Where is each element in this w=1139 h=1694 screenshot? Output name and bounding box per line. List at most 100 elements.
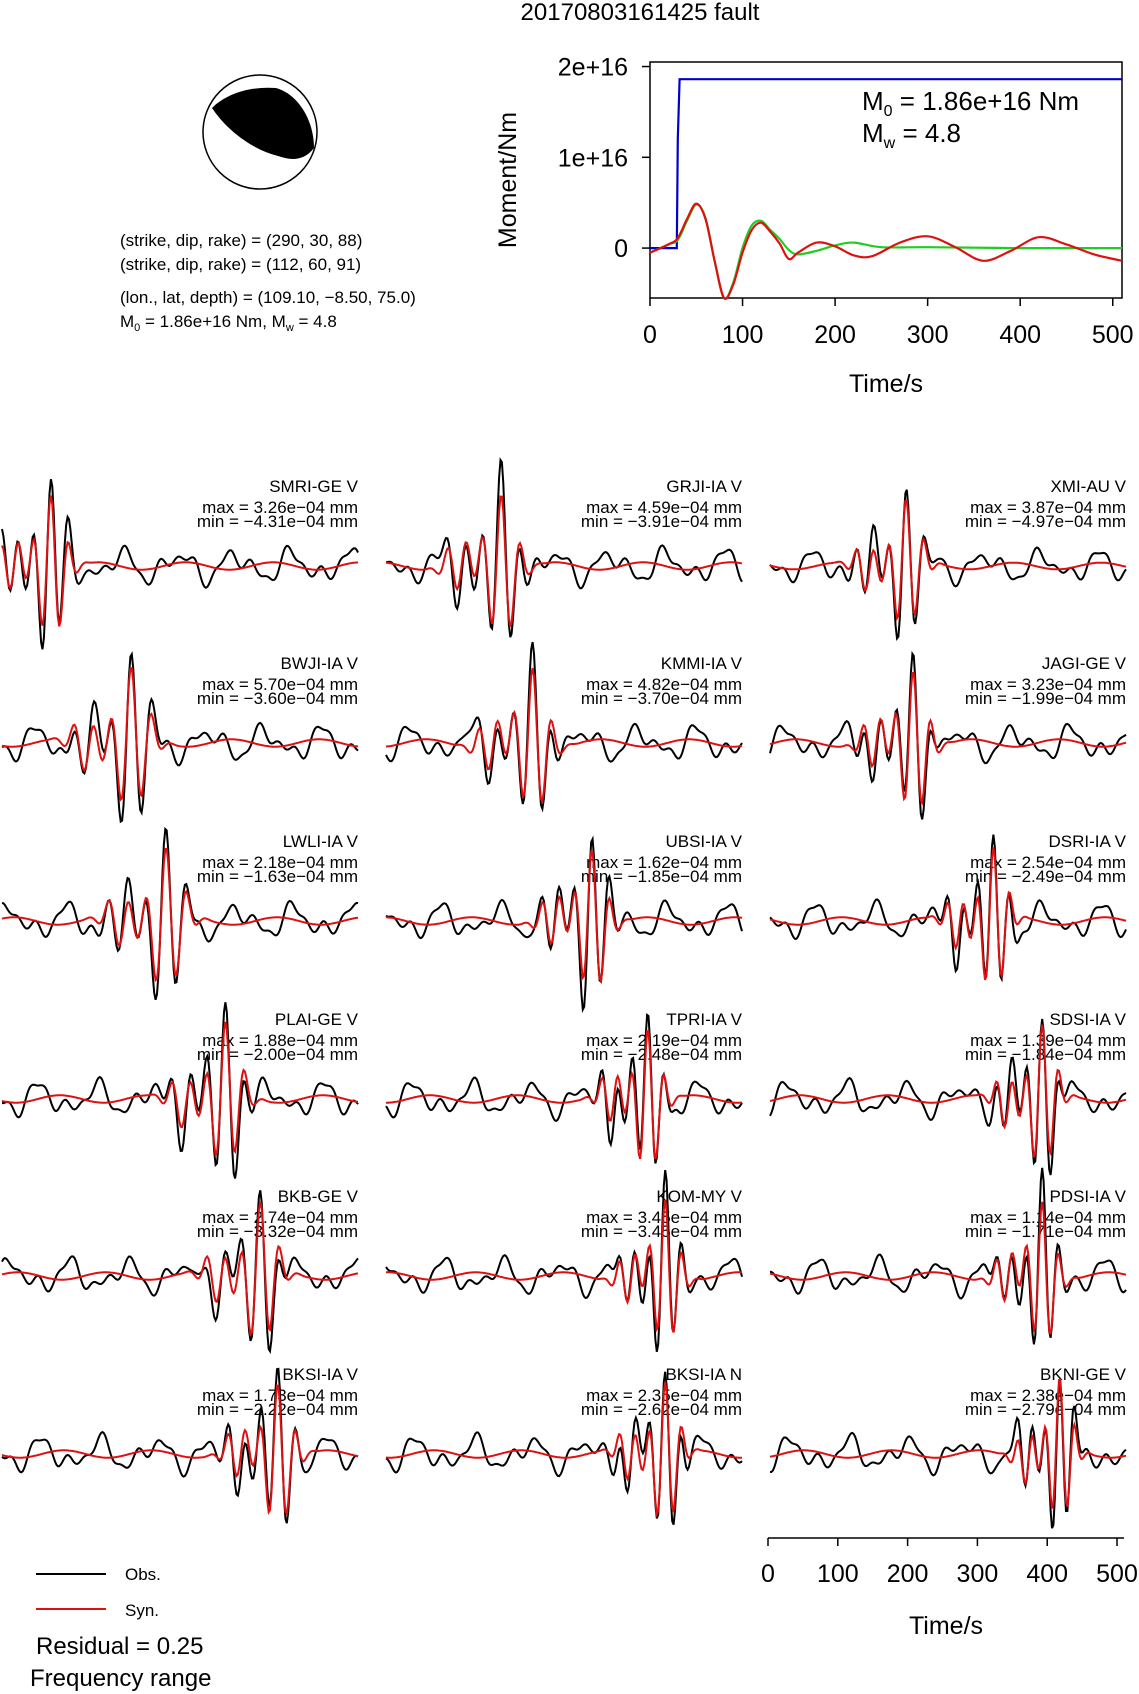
focal-mw-sub: w bbox=[285, 322, 294, 334]
station-label: BKB-GE V bbox=[278, 1187, 359, 1206]
synthetic-trace bbox=[769, 671, 1127, 806]
station-max-label: max = 3.23e−04 mm bbox=[970, 675, 1126, 694]
station-max-label: max = 2.54e−04 mm bbox=[970, 853, 1126, 872]
observed-trace bbox=[1, 650, 359, 824]
observed-trace bbox=[385, 1169, 743, 1352]
station-min-label: min = −3.60e−04 mm bbox=[197, 689, 358, 708]
station-label: GRJI-IA V bbox=[666, 477, 742, 496]
station-min-label: min = −1.85e−04 mm bbox=[581, 867, 742, 886]
moment-m0-annotation: M0 = 1.86e+16 Nm bbox=[862, 86, 1079, 120]
station-label: SMRI-GE V bbox=[269, 477, 358, 496]
synthetic-trace bbox=[1, 666, 359, 802]
moment-x-axis: 0 100 200 300 400 500 bbox=[643, 298, 1134, 349]
station-max-label: max = 2.18e−04 mm bbox=[202, 853, 358, 872]
legend-obs-label: Obs. bbox=[125, 1565, 161, 1584]
synthetic-trace bbox=[385, 495, 743, 627]
synthetic-trace bbox=[769, 847, 1127, 981]
moment-plot-frame bbox=[649, 61, 1123, 299]
station-min-label: min = −2.00e−04 mm bbox=[197, 1045, 358, 1064]
observed-trace bbox=[385, 1371, 743, 1525]
focal-m0-rest: = 1.86e+16 Nm, M bbox=[140, 312, 286, 331]
station-min-label: min = −2.49e−04 mm bbox=[965, 867, 1126, 886]
moment-m0-prefix: M bbox=[862, 86, 884, 116]
synthetic-trace bbox=[1, 847, 359, 983]
station-max-label: max = 1.39e−04 mm bbox=[970, 1031, 1126, 1050]
station-label: PLAI-GE V bbox=[275, 1010, 359, 1029]
observed-trace bbox=[385, 641, 743, 813]
station-min-label: min = −1.63e−04 mm bbox=[197, 867, 358, 886]
station-label: BWJI-IA V bbox=[281, 654, 359, 673]
station-max-label: max = 4.59e−04 mm bbox=[586, 498, 742, 517]
moment-x-tick-label: 0 bbox=[643, 321, 657, 349]
focal-m0-prefix: M bbox=[120, 312, 134, 331]
focal-line-2: (strike, dip, rake) = (112, 60, 91) bbox=[120, 255, 361, 274]
moment-y-tick-label: 2e+16 bbox=[558, 54, 628, 82]
moment-m0-value: = 1.86e+16 Nm bbox=[893, 86, 1079, 116]
moment-mw-annotation: Mw = 4.8 bbox=[862, 118, 961, 152]
moment-y-label: Moment/Nm bbox=[494, 112, 522, 248]
station-min-label: min = −2.79e−04 mm bbox=[965, 1400, 1126, 1419]
legend-syn-label: Syn. bbox=[125, 1601, 159, 1620]
focal-moment-line: M0 = 1.86e+16 Nm, Mw = 4.8 bbox=[120, 312, 337, 334]
synthetic-trace bbox=[386, 1199, 743, 1333]
synthetic-trace bbox=[1, 1201, 359, 1337]
legend-residual: Residual = 0.25 bbox=[36, 1633, 203, 1660]
station-max-label: max = 2.19e−04 mm bbox=[586, 1031, 742, 1050]
station-max-label: max = 2.74e−04 mm bbox=[202, 1208, 358, 1227]
station-max-label: max = 1.88e−04 mm bbox=[202, 1031, 358, 1050]
moment-series-moment_rate_red bbox=[649, 202, 1123, 300]
observed-trace bbox=[769, 489, 1127, 641]
moment-mw-prefix: M bbox=[862, 118, 884, 148]
figure-title: 20170803161425 fault bbox=[521, 0, 760, 26]
station-label: DSRI-IA V bbox=[1049, 832, 1127, 851]
observed-trace bbox=[385, 1012, 743, 1164]
observed-trace bbox=[769, 834, 1127, 983]
moment-x-label: Time/s bbox=[849, 370, 923, 398]
station-label: UBSI-IA V bbox=[665, 832, 742, 851]
station-label: BKSI-IA V bbox=[282, 1365, 358, 1384]
moment-mw-value: = 4.8 bbox=[895, 118, 961, 148]
legend: Obs. Syn. Residual = 0.25 Frequency rang… bbox=[30, 1565, 211, 1692]
station-min-label: min = −1.99e−04 mm bbox=[965, 689, 1126, 708]
waveform-x-tick-label: 200 bbox=[887, 1560, 929, 1588]
observed-trace bbox=[769, 1382, 1127, 1529]
synthetic-trace bbox=[769, 499, 1127, 622]
moment-x-tick-label: 200 bbox=[814, 321, 856, 349]
focal-line-1: (strike, dip, rake) = (290, 30, 88) bbox=[120, 231, 362, 250]
station-min-label: min = −4.31e−04 mm bbox=[197, 512, 358, 531]
waveform-x-tick-label: 500 bbox=[1096, 1560, 1138, 1588]
station-label: KMMI-IA V bbox=[661, 654, 743, 673]
synthetic-trace bbox=[1, 1021, 359, 1158]
synthetic-trace bbox=[386, 1382, 742, 1518]
synthetic-trace bbox=[1, 1384, 359, 1517]
station-min-label: min = −3.32e−04 mm bbox=[197, 1222, 358, 1241]
synthetic-trace bbox=[769, 1201, 1127, 1335]
waveform-x-tick-label: 100 bbox=[817, 1560, 859, 1588]
station-label: LWLI-IA V bbox=[283, 832, 359, 851]
station-min-label: min = −2.22e−04 mm bbox=[197, 1400, 358, 1419]
observed-trace bbox=[769, 1018, 1127, 1176]
station-max-label: max = 5.70e−04 mm bbox=[202, 675, 358, 694]
moment-y-axis: 0 1e+16 2e+16 bbox=[558, 54, 650, 263]
station-max-label: max = 3.26e−04 mm bbox=[202, 498, 358, 517]
synthetic-trace bbox=[769, 1378, 1127, 1509]
moment-y-tick-label: 1e+16 bbox=[558, 144, 628, 172]
station-min-label: min = −4.97e−04 mm bbox=[965, 512, 1126, 531]
station-label: BKSI-IA N bbox=[665, 1365, 742, 1384]
station-max-label: max = 4.82e−04 mm bbox=[586, 675, 742, 694]
station-max-label: max = 1.14e−04 mm bbox=[970, 1208, 1126, 1227]
waveform-x-tick-label: 0 bbox=[761, 1560, 775, 1588]
